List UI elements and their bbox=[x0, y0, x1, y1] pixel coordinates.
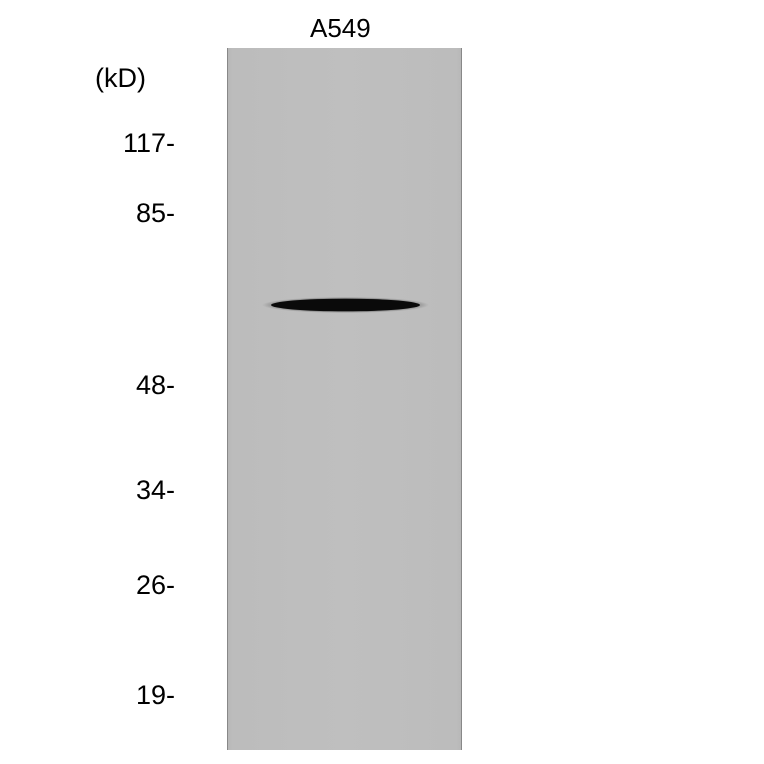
mw-marker-48: 48- bbox=[0, 370, 175, 401]
mw-marker-117: 117- bbox=[0, 128, 175, 159]
mw-marker-26: 26- bbox=[0, 570, 175, 601]
mw-marker-34: 34- bbox=[0, 475, 175, 506]
mw-marker-85: 85- bbox=[0, 198, 175, 229]
mw-marker-19: 19- bbox=[0, 680, 175, 711]
western-blot-figure: A549 (kD) 117- 85- 48- 34- 26- 19- bbox=[0, 0, 764, 764]
lane-label: A549 bbox=[310, 13, 371, 44]
kd-unit-label: (kD) bbox=[95, 63, 146, 94]
band-core bbox=[271, 299, 420, 312]
protein-band bbox=[258, 295, 433, 316]
blot-lane bbox=[227, 48, 462, 750]
